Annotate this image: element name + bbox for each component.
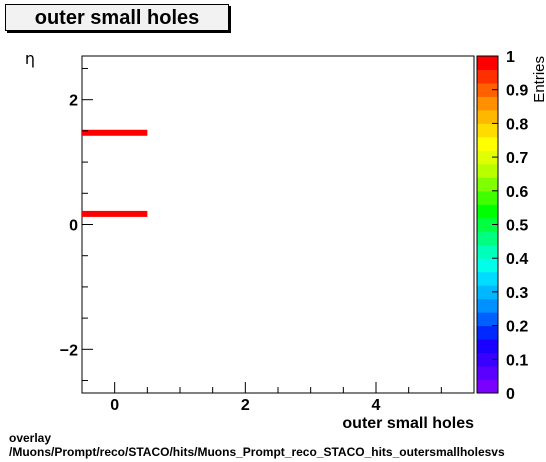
palette-tick-label: 0.6: [506, 184, 528, 201]
heatmap-cell-0: [82, 129, 148, 136]
palette-swatch-7: [477, 285, 498, 300]
palette-tick-label: 0: [506, 386, 515, 403]
y-tick-label: −2: [60, 342, 78, 359]
x-tick-label: 2: [241, 397, 250, 414]
title-box: outer small holes: [5, 4, 229, 31]
palette-swatch-9: [477, 258, 498, 273]
palette-swatch-3: [477, 339, 498, 354]
palette-swatch-16: [477, 163, 498, 178]
z-axis-label: Entries: [531, 56, 546, 103]
palette-tick-label: 0.1: [506, 352, 528, 369]
palette-tick-label: 0.8: [506, 116, 528, 133]
palette-swatch-20: [477, 109, 498, 124]
palette-tick-label: 0.2: [506, 319, 528, 336]
palette-swatch-21: [477, 96, 498, 111]
x-axis-label: outer small holes: [342, 415, 474, 432]
y-tick-label: 0: [69, 218, 78, 235]
palette-swatch-24: [477, 56, 498, 70]
palette-swatch-6: [477, 298, 498, 313]
palette-swatch-15: [477, 177, 498, 192]
palette-swatch-13: [477, 204, 498, 219]
palette-swatch-10: [477, 244, 498, 259]
y-axis-label: η: [25, 49, 35, 68]
palette-swatch-19: [477, 123, 498, 138]
footer-line-2: /Muons/Prompt/reco/STACO/hits/Muons_Prom…: [9, 445, 505, 459]
palette-swatch-4: [477, 325, 498, 340]
palette-tick-label: 0.3: [506, 285, 528, 302]
palette-swatch-0: [477, 379, 498, 394]
x-tick-label: 4: [372, 397, 381, 414]
palette-swatch-14: [477, 190, 498, 205]
palette-tick-label: 0.9: [506, 83, 528, 100]
palette-swatch-2: [477, 352, 498, 367]
palette-swatch-11: [477, 231, 498, 246]
x-tick-label: 0: [110, 397, 119, 414]
palette-swatch-22: [477, 82, 498, 97]
heatmap-cell-1: [82, 210, 148, 217]
y-tick-label: 2: [69, 93, 78, 110]
palette-tick-label: 0.5: [506, 218, 528, 235]
palette-swatch-18: [477, 136, 498, 151]
palette-swatch-5: [477, 312, 498, 327]
palette-swatch-1: [477, 366, 498, 381]
palette-swatch-23: [477, 69, 498, 84]
palette-tick-label: 1: [506, 49, 515, 66]
plot-title: outer small holes: [34, 7, 200, 29]
plot-frame: [81, 55, 475, 394]
palette-tick-label: 0.7: [506, 150, 528, 167]
palette-swatch-17: [477, 150, 498, 165]
palette-swatch-12: [477, 217, 498, 232]
palette-tick-label: 0.4: [506, 251, 528, 268]
palette-swatch-8: [477, 271, 498, 286]
footer-line-1: overlay: [9, 431, 52, 445]
